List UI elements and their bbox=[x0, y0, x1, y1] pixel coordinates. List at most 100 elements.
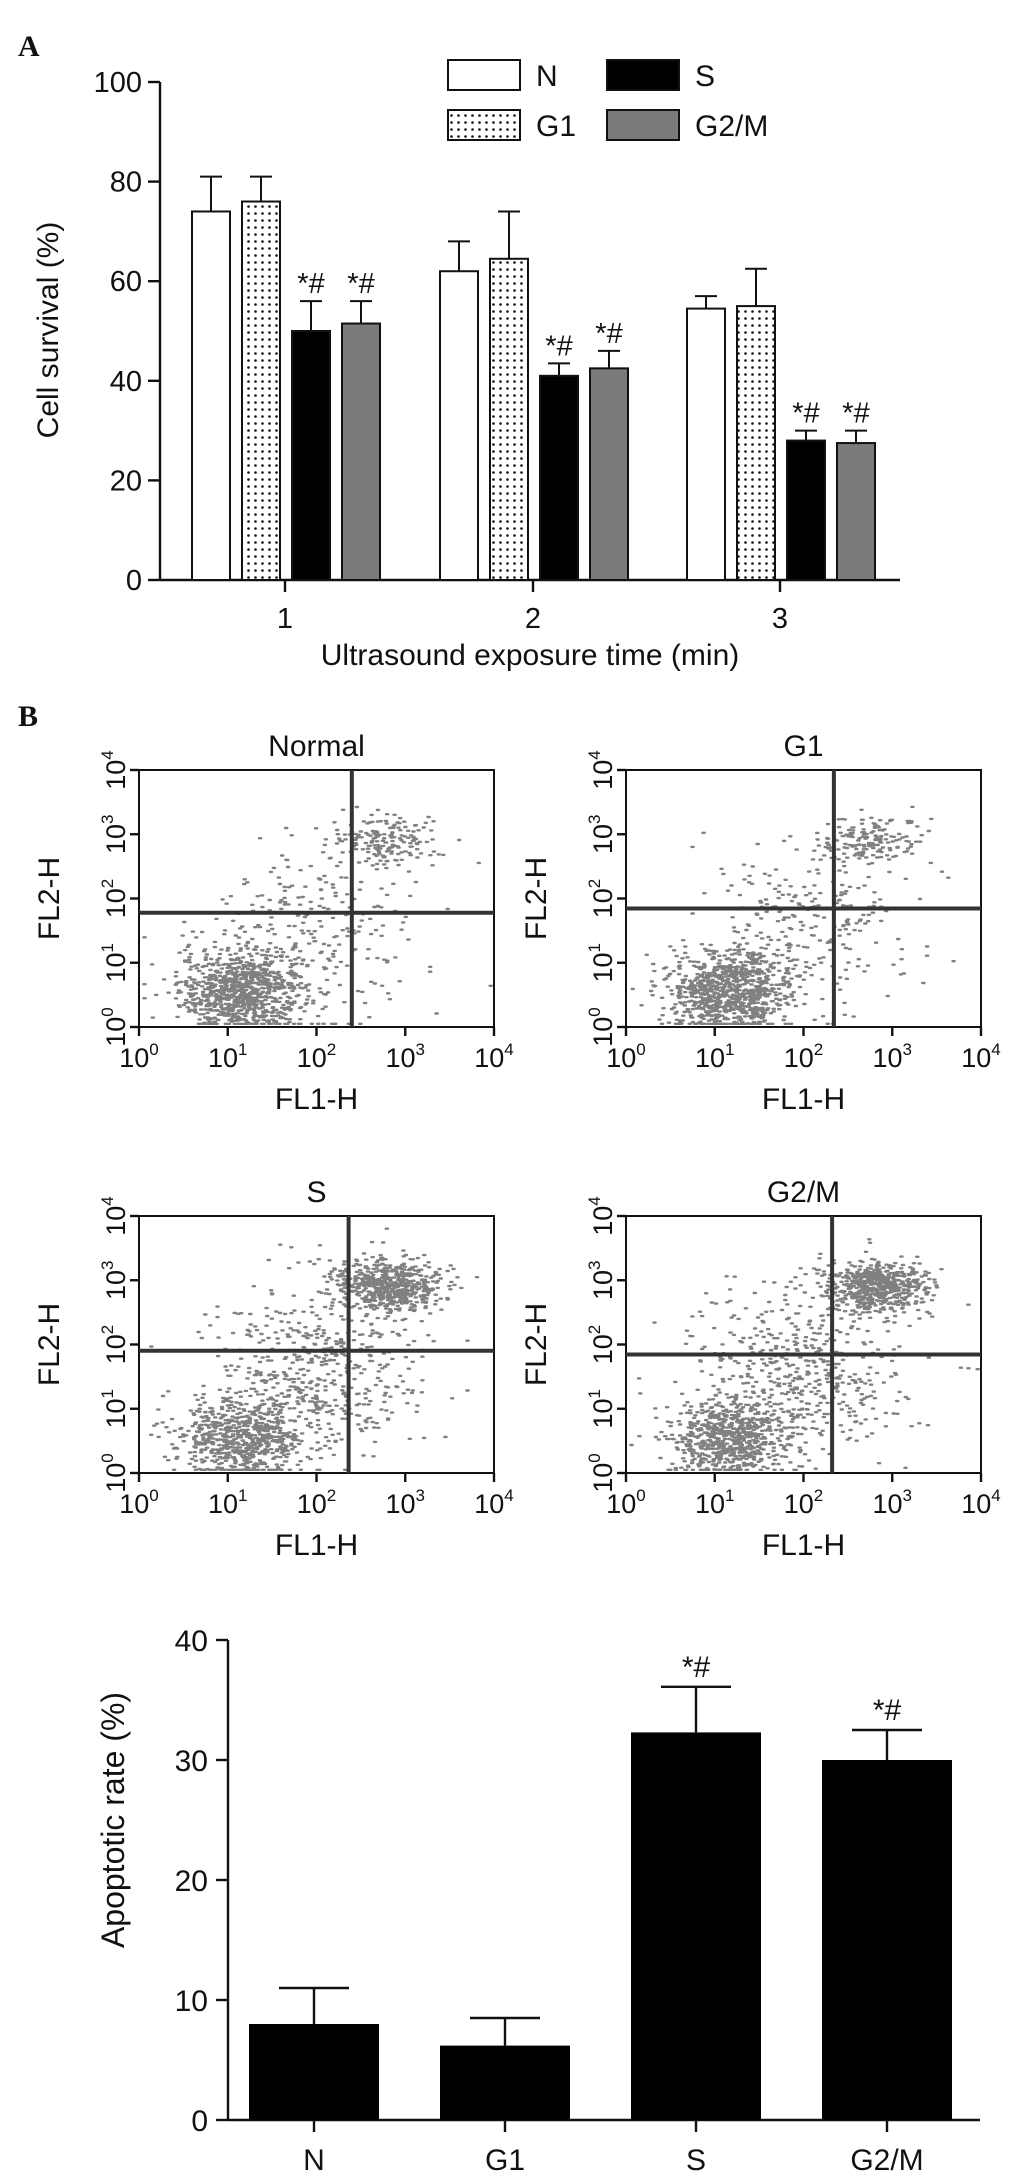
y-tick-label: 102 bbox=[585, 879, 618, 919]
y-tick-label: 103 bbox=[585, 1260, 618, 1300]
x-tick-label: 101 bbox=[208, 1486, 248, 1519]
x-axis-label: FL1-H bbox=[762, 1083, 845, 1116]
legend-swatch bbox=[447, 59, 521, 91]
y-tick-label: 102 bbox=[98, 1325, 131, 1365]
flow-panel-title: G2/M bbox=[767, 1176, 840, 1209]
y-tick-label: 101 bbox=[98, 943, 131, 983]
bar bbox=[249, 2024, 379, 2120]
x-tick-label: 104 bbox=[474, 1040, 514, 1073]
x-tick-label: 1 bbox=[277, 603, 293, 635]
legend-label: S bbox=[695, 60, 715, 93]
flow-event-dots bbox=[142, 805, 493, 1025]
x-tick-label: 103 bbox=[872, 1486, 912, 1519]
y-tick-label: 103 bbox=[585, 814, 618, 854]
y-axis-label: FL2-H bbox=[33, 1303, 66, 1386]
y-tick-label: 104 bbox=[98, 750, 131, 790]
x-tick-label: 104 bbox=[961, 1486, 1001, 1519]
significance-label: *# bbox=[297, 268, 324, 300]
y-tick-label: 80 bbox=[110, 167, 142, 199]
panel-label-a: A bbox=[18, 30, 40, 63]
flow-panel: G1100100101101102102103103104104FL1-HFL2… bbox=[520, 730, 1001, 1116]
y-axis-label: FL2-H bbox=[520, 1303, 553, 1386]
y-axis-label: FL2-H bbox=[520, 857, 553, 940]
x-axis-label: Ultrasound exposure time (min) bbox=[321, 639, 740, 672]
legend-label: G1 bbox=[536, 110, 576, 143]
flow-panel: S100100101101102102103103104104FL1-HFL2-… bbox=[33, 1176, 514, 1562]
y-tick-label: 103 bbox=[98, 814, 131, 854]
bar bbox=[291, 330, 331, 581]
x-tick-label: 103 bbox=[385, 1486, 425, 1519]
y-axis-label: Apoptotic rate (%) bbox=[95, 1692, 131, 1948]
bar bbox=[440, 2045, 570, 2120]
flow-panel-title: S bbox=[306, 1176, 326, 1209]
flow-panel-title: Normal bbox=[268, 730, 365, 763]
y-tick-label: 100 bbox=[585, 1007, 618, 1047]
significance-label: *# bbox=[347, 268, 374, 300]
y-tick-label: 104 bbox=[585, 1196, 618, 1236]
flow-panel-title: G1 bbox=[783, 730, 823, 763]
y-tick-label: 0 bbox=[191, 2105, 208, 2138]
y-tick-label: 60 bbox=[110, 266, 142, 298]
x-tick-label: 101 bbox=[208, 1040, 248, 1073]
y-tick-label: 10 bbox=[175, 1985, 208, 2018]
y-tick-label: 0 bbox=[126, 565, 142, 597]
survival-bar-chart: Cell survival (%) Ultrasound exposure ti… bbox=[32, 59, 900, 672]
x-tick-label: 3 bbox=[772, 603, 788, 635]
y-tick-label: 100 bbox=[98, 1007, 131, 1047]
bar bbox=[836, 442, 876, 581]
y-tick-label: 104 bbox=[585, 750, 618, 790]
bar bbox=[631, 1732, 761, 2120]
flow-cytometry-panels: Normal 100 100 101 101 102 102 103 103 104 104 FL1-… bbox=[33, 730, 1001, 1562]
x-tick-label: 102 bbox=[297, 1486, 337, 1519]
y-tick-label: 101 bbox=[98, 1389, 131, 1429]
bar bbox=[822, 1760, 952, 2120]
y-tick-label: 102 bbox=[585, 1325, 618, 1365]
bar bbox=[489, 257, 529, 581]
x-axis-label: FL1-H bbox=[275, 1529, 358, 1562]
flow-panel: Normal100100101101102102103103104104FL1-… bbox=[33, 730, 514, 1116]
significance-label: *# bbox=[842, 398, 869, 430]
x-tick-label: 103 bbox=[872, 1040, 912, 1073]
x-tick-label: 102 bbox=[784, 1040, 824, 1073]
x-tick-label: 104 bbox=[474, 1486, 514, 1519]
bar bbox=[191, 210, 231, 581]
legend-swatch bbox=[447, 109, 521, 141]
flow-panel: G2/M100100101101102102103103104104FL1-HF… bbox=[520, 1176, 1001, 1562]
y-tick-label: 40 bbox=[175, 1625, 208, 1658]
significance-label: *# bbox=[792, 398, 819, 430]
bar bbox=[736, 305, 776, 581]
x-tick-label: 104 bbox=[961, 1040, 1001, 1073]
y-axis-label: Cell survival (%) bbox=[32, 222, 65, 439]
panel-label-b: B bbox=[18, 700, 38, 733]
bar bbox=[786, 439, 826, 581]
x-tick-label: G2/M bbox=[850, 2144, 923, 2177]
bar bbox=[589, 367, 629, 581]
significance-label: *# bbox=[873, 1694, 902, 1727]
bar bbox=[241, 200, 281, 582]
legend-label: G2/M bbox=[695, 110, 768, 143]
y-tick-label: 100 bbox=[585, 1453, 618, 1493]
flow-event-dots bbox=[148, 1227, 480, 1471]
y-tick-label: 101 bbox=[585, 1389, 618, 1429]
x-tick-label: 101 bbox=[695, 1040, 735, 1073]
y-tick-label: 100 bbox=[94, 67, 142, 99]
y-tick-label: 30 bbox=[175, 1745, 208, 1778]
y-tick-label: 103 bbox=[98, 1260, 131, 1300]
y-axis-label: FL2-H bbox=[33, 857, 66, 940]
x-axis-label: FL1-H bbox=[275, 1083, 358, 1116]
significance-label: *# bbox=[545, 330, 572, 362]
significance-label: *# bbox=[682, 1651, 711, 1684]
legend-label: N bbox=[536, 60, 558, 93]
bar bbox=[539, 374, 579, 581]
y-tick-label: 40 bbox=[110, 366, 142, 398]
x-tick-label: S bbox=[686, 2144, 706, 2177]
x-tick-label: N bbox=[303, 2144, 325, 2177]
x-tick-label: 102 bbox=[784, 1486, 824, 1519]
x-tick-label: 102 bbox=[297, 1040, 337, 1073]
bar bbox=[439, 270, 479, 581]
x-tick-label: 2 bbox=[525, 603, 541, 635]
x-tick-label: 101 bbox=[695, 1486, 735, 1519]
flow-event-dots bbox=[630, 805, 956, 1025]
legend-swatch bbox=[606, 109, 680, 141]
